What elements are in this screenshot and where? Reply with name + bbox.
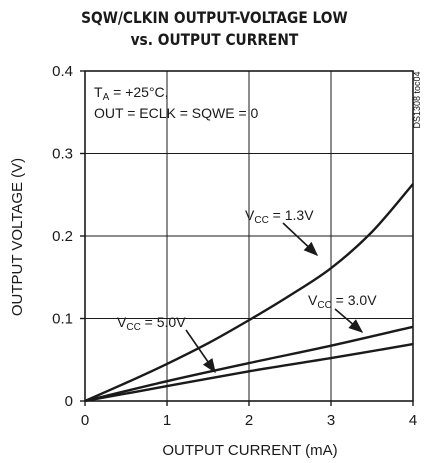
series-lines: [84, 183, 414, 403]
series-label-vcc-5-0v: VCC = 5.0V: [117, 314, 186, 333]
tick-marks: [80, 70, 414, 406]
y-tick-label: 0.4: [52, 63, 73, 80]
y-axis-label: OUTPUT VOLTAGE (V): [9, 158, 26, 316]
series-arrow-vcc-3-0v: [334, 308, 364, 333]
series-arrow-vcc-1-3v: [282, 222, 319, 256]
x-tick-label: 0: [81, 412, 89, 429]
series-arrow-vcc-5-0v: [185, 329, 216, 374]
y-tick-label: 0.2: [52, 228, 73, 245]
series-label-vcc-3-0v: VCC = 3.0V: [308, 292, 377, 311]
figure-code-label: DS1308 toc04: [412, 71, 422, 128]
vcc-5-0v-line: [84, 342, 414, 403]
x-tick-label: 2: [245, 412, 253, 429]
vcc-1-3v-line: [84, 183, 414, 403]
chart-title-line2: vs. OUTPUT CURRENT: [130, 30, 299, 49]
x-tick-label: 4: [409, 412, 417, 429]
conditions-line1: TA = +25°C,: [94, 84, 169, 103]
y-tick-label: 0: [65, 393, 73, 410]
chart-title-line1: SQW/CLKIN OUTPUT-VOLTAGE LOW: [81, 8, 348, 27]
series-annotations: VCC = 1.3V VCC = 3.0V VCC = 5.0V: [117, 207, 377, 374]
x-tick-label: 1: [163, 412, 171, 429]
series-label-vcc-1-3v: VCC = 1.3V: [245, 207, 314, 226]
x-axis-label: OUTPUT CURRENT (mA): [162, 442, 337, 459]
y-tick-labels: 0 0.1 0.2 0.3 0.4: [52, 63, 73, 410]
x-tick-labels: 0 1 2 3 4: [81, 412, 417, 429]
y-tick-label: 0.3: [52, 146, 73, 163]
conditions-line2: OUT = ECLK = SQWE = 0: [94, 105, 259, 121]
y-tick-label: 0.1: [52, 311, 73, 328]
x-tick-label: 3: [327, 412, 335, 429]
vcc-3-0v-line: [84, 325, 414, 403]
